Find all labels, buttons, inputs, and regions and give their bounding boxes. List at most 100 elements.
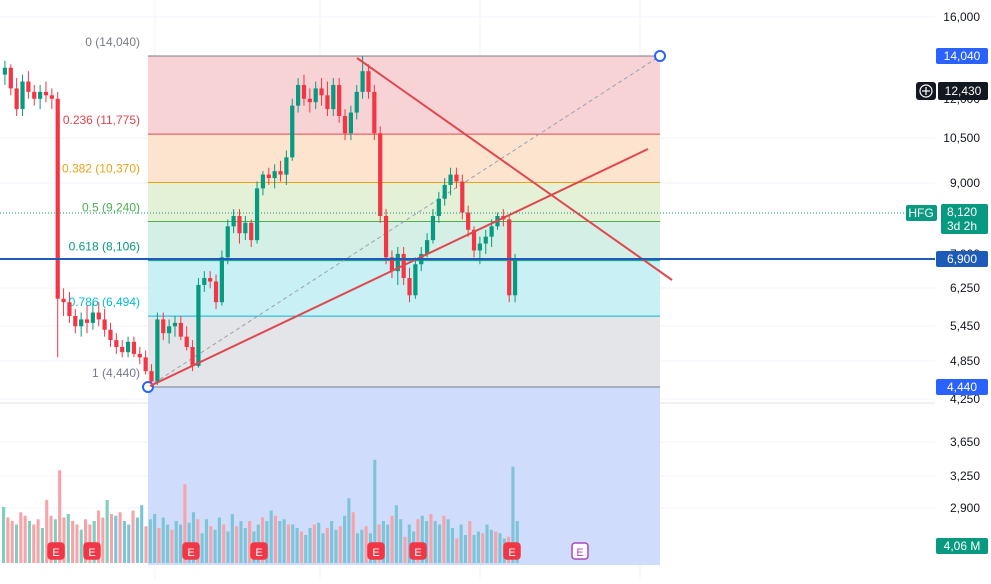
candle-body <box>143 357 148 372</box>
candle-body <box>208 278 213 282</box>
volume-bar <box>183 484 187 563</box>
earnings-marker-label: E <box>52 547 59 559</box>
candle-body <box>231 215 236 227</box>
fib-bottom-badge-text: 4,440 <box>947 380 977 394</box>
volume-bar <box>235 526 239 563</box>
earnings-marker <box>367 542 385 560</box>
candle-body <box>296 84 301 106</box>
volume-bar <box>62 517 66 563</box>
volume-bar <box>338 526 342 563</box>
volume-bar <box>334 529 338 563</box>
line-price-badge-bg <box>936 251 988 267</box>
candle-body <box>225 226 230 258</box>
volume-bar <box>248 521 252 563</box>
volume-bar <box>286 524 291 563</box>
countdown-text: 3d 2h <box>947 219 977 233</box>
volume-bar <box>222 524 226 563</box>
volume-bar <box>317 522 321 563</box>
volume-bar <box>360 529 364 563</box>
volume-bar <box>191 512 196 563</box>
earnings-marker <box>250 542 268 560</box>
volume-bar <box>325 528 329 563</box>
candle-body <box>14 88 19 110</box>
candle-body <box>337 84 342 116</box>
volume-bar <box>144 526 148 563</box>
candle-body <box>430 215 436 241</box>
earnings-marker-label: E <box>576 547 583 559</box>
candle-body <box>290 105 295 158</box>
candle-body <box>366 71 371 92</box>
volume-bar <box>330 521 334 563</box>
candle-body <box>460 181 465 213</box>
volume-bar <box>10 521 14 563</box>
fib-level-label: 0.382 (10,370) <box>62 162 140 176</box>
fib-level-label: 0.786 (6,494) <box>69 295 140 309</box>
volume-bar <box>459 524 463 563</box>
candle-body <box>61 298 66 303</box>
volume-bar <box>178 524 183 563</box>
candle-body <box>249 222 254 241</box>
candle-body <box>407 278 412 296</box>
candle-body <box>184 336 189 348</box>
volume-bar <box>40 528 44 563</box>
volume-bar <box>148 519 152 563</box>
candle-body <box>466 212 471 230</box>
volume-bar <box>343 515 347 563</box>
candle-body <box>114 340 119 348</box>
volume-bar <box>351 512 355 563</box>
earnings-marker-label: E <box>255 547 262 559</box>
ascending-trendline <box>149 148 649 387</box>
candle-body <box>477 243 482 251</box>
candle-body <box>125 341 131 353</box>
fib-level-label: 0.618 (8,106) <box>69 240 140 254</box>
volume-bar <box>6 517 10 563</box>
volume-bar <box>53 519 57 563</box>
candle-body <box>266 174 271 179</box>
candle-body <box>196 284 201 366</box>
volume-bar <box>373 459 377 563</box>
candle-body <box>389 257 395 272</box>
candle-body <box>2 67 8 75</box>
candle-body <box>167 326 172 334</box>
volume-bar <box>437 524 442 563</box>
candle-body <box>342 115 348 134</box>
candle-body <box>149 371 154 382</box>
volume-bar <box>498 533 502 563</box>
earnings-marker-label: E <box>508 547 515 559</box>
price-tick-label: 9,000 <box>950 176 980 190</box>
fib-anchor-low <box>142 381 154 393</box>
candle-body <box>436 198 441 216</box>
volume-bar <box>261 517 265 563</box>
candle-body <box>161 319 166 334</box>
volume-bar <box>170 529 174 563</box>
fib-zone <box>148 316 660 387</box>
candle-body <box>137 353 142 358</box>
volume-bar <box>472 535 476 563</box>
fibonacci-retracement: 0 (14,040) 0.236 (11,775) 0.382 (10,370) 0.… <box>62 35 666 565</box>
volume-bar <box>381 521 385 563</box>
volume-bar <box>75 524 79 563</box>
volume-bar <box>295 528 299 563</box>
symbol-badge-bg <box>906 205 937 221</box>
volume-bar <box>485 524 489 563</box>
candle-body <box>319 88 324 96</box>
volume-bar <box>101 517 105 563</box>
descending-trendline <box>356 57 673 281</box>
candle-body <box>383 215 389 258</box>
volume-bar <box>416 519 420 563</box>
candle-body <box>278 171 283 175</box>
volume-bar <box>312 524 316 563</box>
volume-bars <box>2 459 519 563</box>
volume-bar <box>308 528 312 563</box>
price-tick-label: 10,500 <box>943 131 980 145</box>
volume-bar <box>433 521 437 563</box>
volume-bar <box>27 521 32 563</box>
volume-badge-text: 4,06 M <box>944 539 981 553</box>
candle-body <box>108 329 113 341</box>
candlesticks <box>2 56 518 387</box>
candle-body <box>90 312 95 323</box>
